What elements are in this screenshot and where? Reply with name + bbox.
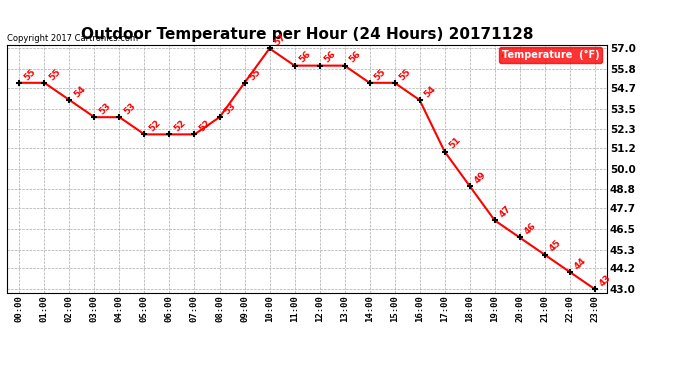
Text: 55: 55 <box>22 67 37 82</box>
Text: 54: 54 <box>422 84 437 99</box>
Text: 45: 45 <box>547 238 563 254</box>
Text: 46: 46 <box>522 221 538 237</box>
Text: 57: 57 <box>273 32 288 48</box>
Text: 56: 56 <box>347 50 362 65</box>
Text: 49: 49 <box>473 170 488 185</box>
Text: 53: 53 <box>122 101 137 116</box>
Text: 56: 56 <box>322 50 337 65</box>
Text: 51: 51 <box>447 136 462 151</box>
Title: Outdoor Temperature per Hour (24 Hours) 20171128: Outdoor Temperature per Hour (24 Hours) … <box>81 27 533 42</box>
Text: 54: 54 <box>72 84 88 99</box>
Text: 55: 55 <box>247 67 262 82</box>
Text: 55: 55 <box>397 67 413 82</box>
Text: 55: 55 <box>373 67 388 82</box>
Legend: Temperature  (°F): Temperature (°F) <box>499 47 602 63</box>
Text: 53: 53 <box>222 101 237 116</box>
Text: 56: 56 <box>297 50 313 65</box>
Text: 47: 47 <box>497 204 513 219</box>
Text: 55: 55 <box>47 67 62 82</box>
Text: 43: 43 <box>598 273 613 288</box>
Text: 53: 53 <box>97 101 112 116</box>
Text: Copyright 2017 Cartronics.com: Copyright 2017 Cartronics.com <box>7 33 138 42</box>
Text: 44: 44 <box>573 256 588 271</box>
Text: 52: 52 <box>172 118 188 134</box>
Text: 52: 52 <box>147 118 162 134</box>
Text: 52: 52 <box>197 118 213 134</box>
